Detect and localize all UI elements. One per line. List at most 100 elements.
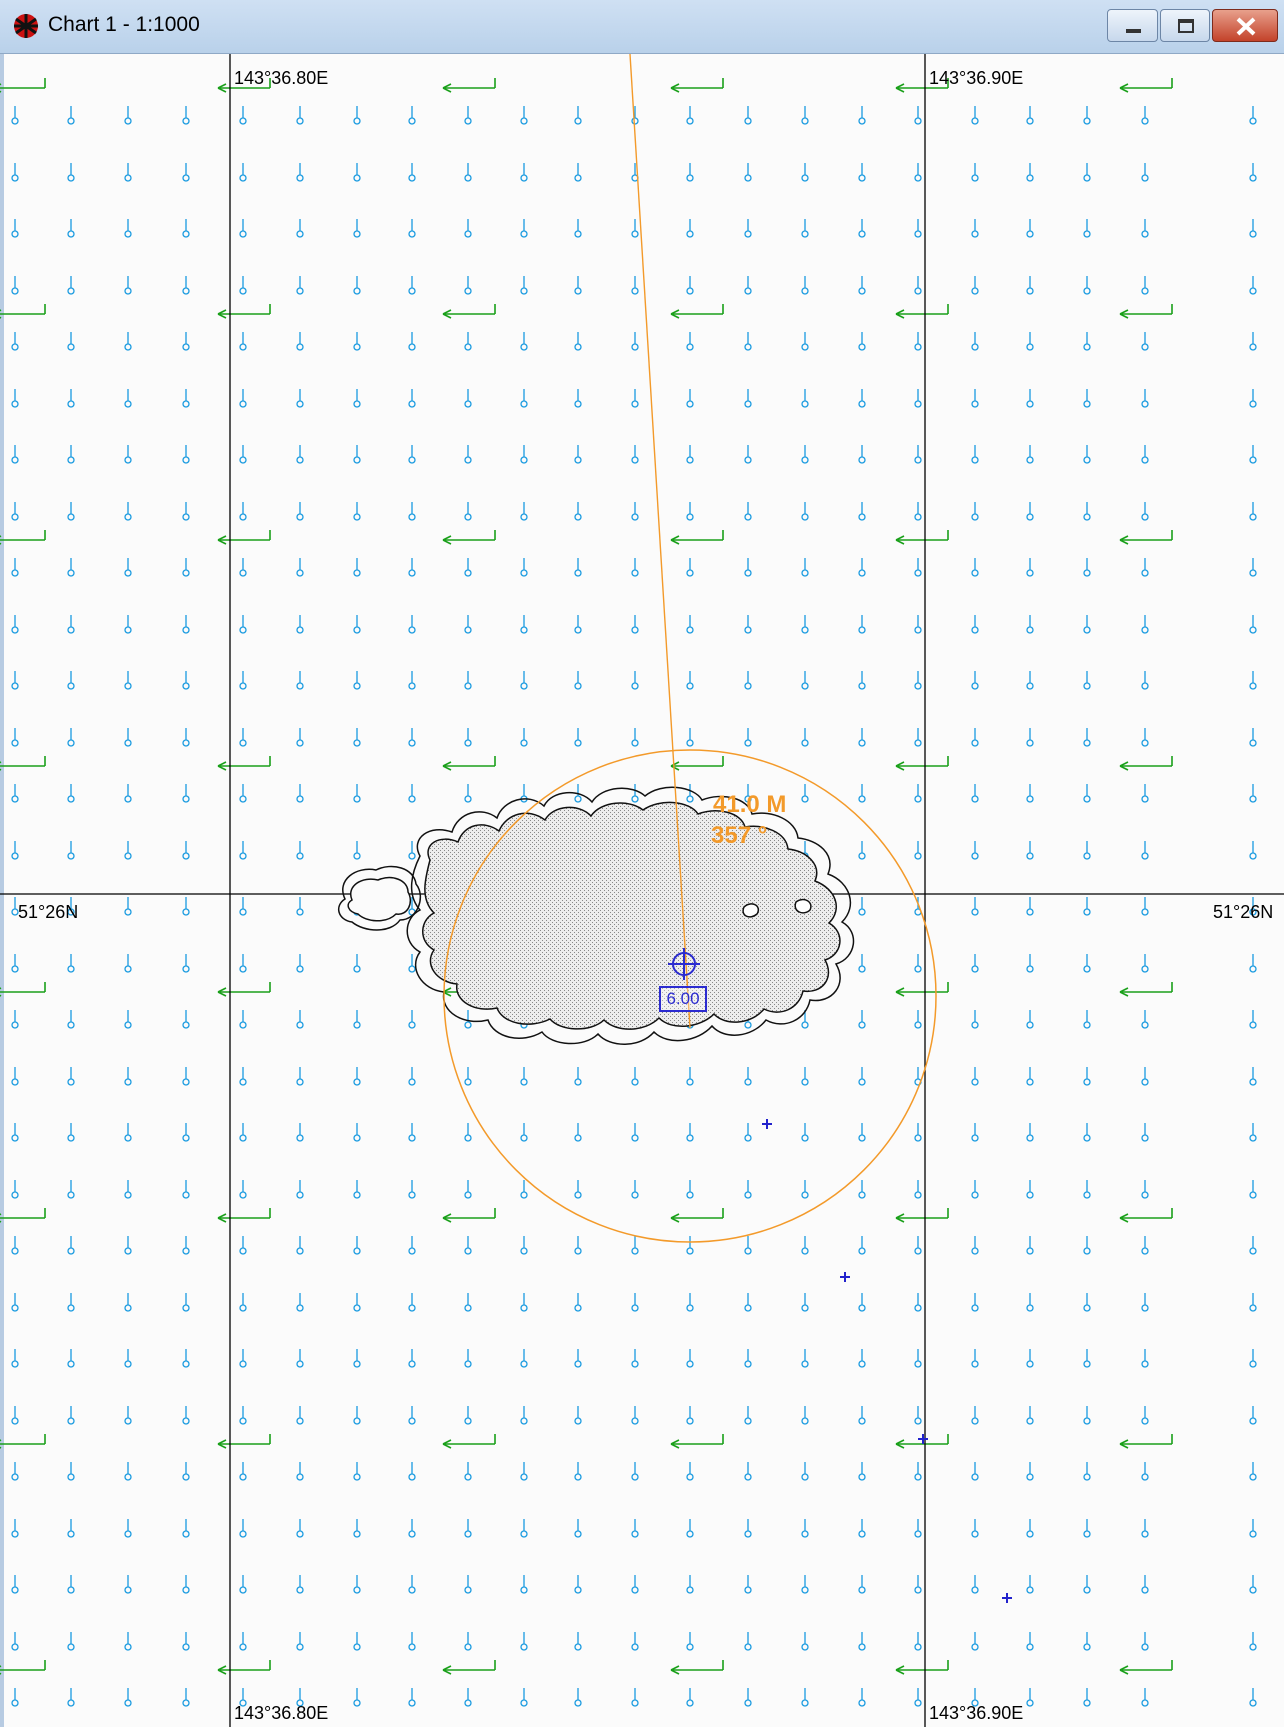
current-meter-icon [296, 1518, 304, 1538]
current-meter-icon [464, 1179, 472, 1199]
current-meter-icon [914, 840, 922, 860]
current-meter-icon [574, 1235, 582, 1255]
current-meter-icon [124, 1405, 132, 1425]
current-meter-icon [971, 275, 979, 295]
current-meter-icon [801, 1518, 809, 1538]
current-meter-icon [520, 388, 528, 408]
current-meter-icon [353, 1066, 361, 1086]
current-meter-icon [914, 1687, 922, 1707]
current-arrow-icon [217, 981, 271, 997]
current-meter-icon [182, 444, 190, 464]
current-meter-icon [971, 1235, 979, 1255]
maximize-button[interactable] [1160, 9, 1210, 42]
current-meter-icon [182, 727, 190, 747]
chart-drawing [0, 54, 1284, 1727]
current-meter-icon [1026, 1066, 1034, 1086]
current-meter-icon [11, 840, 19, 860]
current-meter-icon [914, 727, 922, 747]
current-meter-icon [239, 840, 247, 860]
current-meter-icon [464, 1574, 472, 1594]
minimize-button[interactable] [1107, 9, 1158, 42]
current-meter-icon [574, 162, 582, 182]
current-meter-icon [914, 614, 922, 634]
current-meter-icon [464, 444, 472, 464]
current-meter-icon [464, 1631, 472, 1651]
current-meter-icon [1141, 1631, 1149, 1651]
current-meter-icon [1141, 1235, 1149, 1255]
current-meter-icon [971, 1066, 979, 1086]
current-meter-icon [11, 1235, 19, 1255]
current-meter-icon [914, 1461, 922, 1481]
current-meter-icon [182, 275, 190, 295]
current-meter-icon [67, 444, 75, 464]
current-meter-icon [914, 388, 922, 408]
current-meter-icon [408, 218, 416, 238]
current-meter-icon [1083, 557, 1091, 577]
current-meter-icon [67, 1179, 75, 1199]
current-meter-icon [1083, 953, 1091, 973]
current-meter-icon [124, 557, 132, 577]
current-meter-icon [408, 1687, 416, 1707]
current-meter-icon [801, 1122, 809, 1142]
current-meter-icon [296, 953, 304, 973]
current-meter-icon [631, 1292, 639, 1312]
current-meter-icon [11, 331, 19, 351]
close-button[interactable] [1212, 9, 1278, 42]
current-meter-icon [1083, 331, 1091, 351]
current-meter-icon [124, 1687, 132, 1707]
current-meter-icon [1249, 388, 1257, 408]
current-meter-icon [1083, 727, 1091, 747]
current-meter-icon [914, 953, 922, 973]
current-meter-icon [1141, 162, 1149, 182]
crosshair-target-icon[interactable] [668, 948, 700, 980]
current-meter-icon [124, 1009, 132, 1029]
current-meter-icon [239, 501, 247, 521]
current-meter-icon [858, 331, 866, 351]
current-meter-icon [858, 840, 866, 860]
current-meter-icon [11, 783, 19, 803]
current-meter-icon [1141, 557, 1149, 577]
current-meter-icon [858, 1009, 866, 1029]
current-meter-icon [296, 444, 304, 464]
current-meter-icon [1083, 1631, 1091, 1651]
current-meter-icon [408, 953, 416, 973]
title-bar[interactable]: Chart 1 - 1:1000 [0, 0, 1284, 54]
current-meter-icon [296, 783, 304, 803]
current-meter-icon [520, 1179, 528, 1199]
current-meter-icon [686, 727, 694, 747]
current-meter-icon [67, 953, 75, 973]
current-meter-icon [67, 1122, 75, 1142]
current-meter-icon [239, 1235, 247, 1255]
current-meter-icon [520, 1122, 528, 1142]
current-meter-icon [296, 1631, 304, 1651]
current-meter-icon [858, 1122, 866, 1142]
current-meter-icon [858, 1066, 866, 1086]
current-meter-icon [239, 1518, 247, 1538]
current-meter-icon [914, 275, 922, 295]
current-meter-icon [520, 1631, 528, 1651]
current-meter-icon [1026, 388, 1034, 408]
current-meter-icon [408, 1292, 416, 1312]
current-meter-icon [296, 162, 304, 182]
current-arrow-icon [1119, 981, 1173, 997]
current-meter-icon [11, 1066, 19, 1086]
current-meter-icon [520, 557, 528, 577]
current-meter-icon [744, 1631, 752, 1651]
current-meter-icon [464, 275, 472, 295]
current-meter-icon [971, 727, 979, 747]
current-meter-icon [1026, 1292, 1034, 1312]
current-meter-icon [67, 1348, 75, 1368]
current-meter-icon [520, 1405, 528, 1425]
current-meter-icon [686, 1631, 694, 1651]
current-meter-icon [520, 727, 528, 747]
current-meter-icon [744, 1292, 752, 1312]
depth-box[interactable]: 6.00 [659, 986, 707, 1012]
current-meter-icon [464, 670, 472, 690]
current-meter-icon [858, 388, 866, 408]
current-meter-icon [353, 1631, 361, 1651]
current-meter-icon [1141, 1687, 1149, 1707]
current-meter-icon [971, 501, 979, 521]
current-meter-icon [408, 557, 416, 577]
current-meter-icon [464, 1009, 472, 1029]
